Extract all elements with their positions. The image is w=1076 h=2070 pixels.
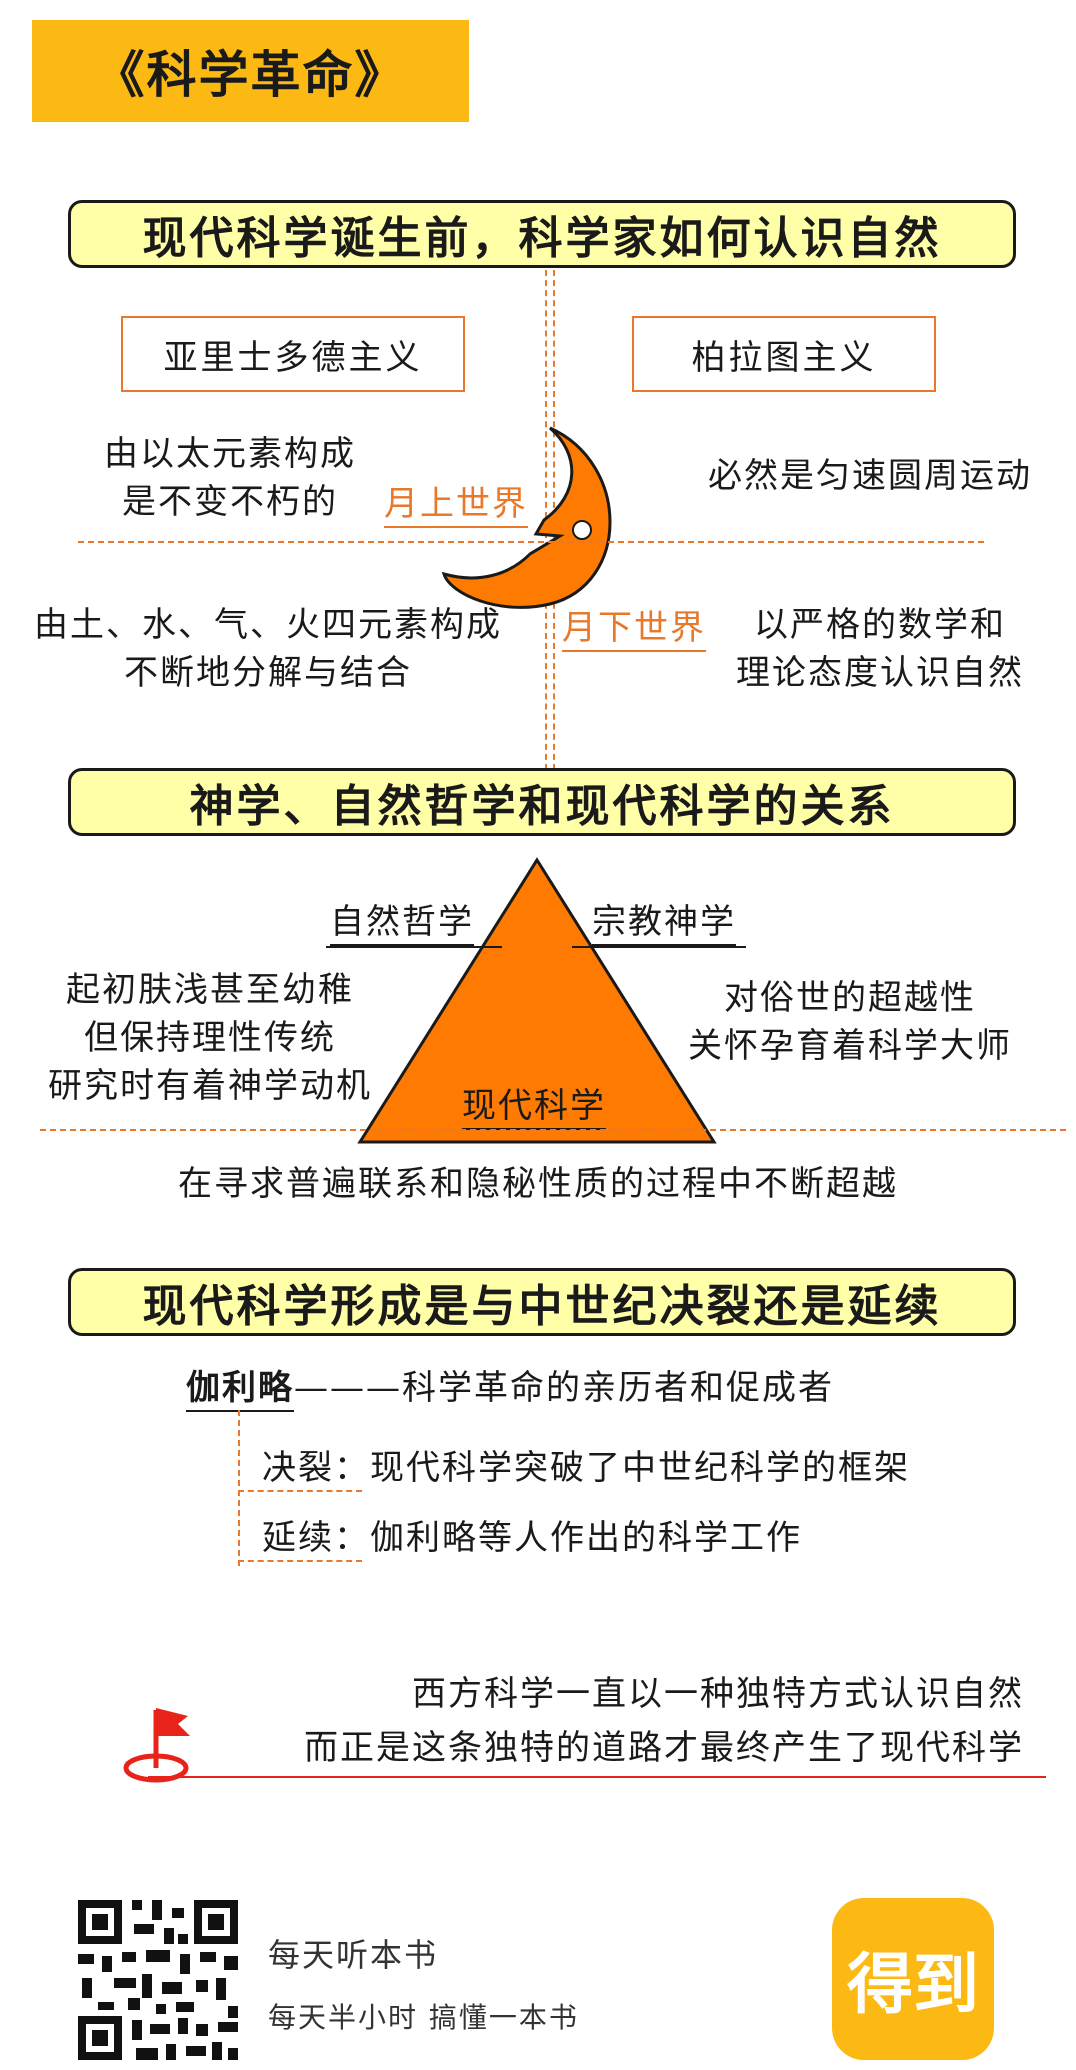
religious-theology-wrap: 宗教神学 (592, 898, 736, 946)
horizontal-divider-line-2 (40, 1129, 1066, 1131)
break-text: 现代科学突破了中世纪科学的框架 (370, 1448, 910, 1488)
lower-right-line-1: 以严格的数学和 (754, 605, 1006, 645)
conclusion-line-2: 而正是这条独特的道路才最终产生了现代科学 (304, 1728, 1024, 1768)
galileo-row: 伽利略———科学革命的亲历者和促成者 (186, 1364, 834, 1412)
religious-theology-underline-ext (572, 946, 746, 948)
continue-text: 伽利略等人作出的科学工作 (370, 1518, 802, 1558)
upper-left-line-1: 由以太元素构成 (104, 434, 356, 474)
triangle-icon (357, 857, 717, 1144)
right-desc-line-1: 对俗世的超越性 (724, 978, 976, 1018)
lower-world-label: 月下世界 (562, 608, 706, 652)
aristotelianism-label: 亚里士多德主义 (121, 316, 465, 392)
continue-label: 延续： (262, 1518, 370, 1558)
page-title: 《科学革命》 (32, 20, 469, 122)
break-row: 决裂：现代科学突破了中世纪科学的框架 (262, 1444, 910, 1492)
modern-science-label: 现代科学 (462, 1086, 606, 1130)
lower-right-line-2: 理论态度认识自然 (736, 653, 1024, 693)
footer-subslogan: 每天半小时 搞懂一本书 (268, 2001, 579, 2034)
conclusion-line-1: 西方科学一直以一种独特方式认识自然 (412, 1674, 1024, 1714)
upper-world-label: 月上世界 (384, 484, 528, 528)
crescent-moon-icon (441, 426, 612, 609)
transcendence-text: 在寻求普遍联系和隐秘性质的过程中不断超越 (178, 1164, 898, 1204)
break-branch-line (238, 1490, 362, 1492)
platonism-label: 柏拉图主义 (632, 316, 936, 392)
section-header-2: 神学、自然哲学和现代科学的关系 (68, 768, 1016, 836)
right-desc-line-2: 关怀孕育着科学大师 (688, 1026, 1012, 1066)
qr-code-icon (72, 1894, 244, 2066)
upper-world-wrap: 月上世界 (384, 480, 528, 528)
galileo-description: ———科学革命的亲历者和促成者 (294, 1368, 834, 1408)
horizontal-divider-line-1 (78, 541, 984, 543)
footer-slogan: 每天听本书 (268, 1936, 439, 1974)
galileo-branch-line (238, 1410, 240, 1566)
natural-philosophy-wrap: 自然哲学 (330, 898, 474, 946)
continue-branch-line (238, 1560, 362, 1562)
conclusion-underline (148, 1776, 1046, 1778)
lower-left-line-2: 不断地分解与结合 (124, 653, 412, 693)
left-desc-line-2: 但保持理性传统 (84, 1018, 336, 1058)
break-label: 决裂： (262, 1448, 370, 1488)
lower-world-wrap: 月下世界 (562, 604, 706, 652)
natural-philosophy-label: 自然哲学 (330, 902, 474, 946)
galileo-label: 伽利略 (186, 1368, 294, 1412)
modern-science-wrap: 现代科学 (462, 1082, 606, 1130)
left-desc-line-1: 起初肤浅甚至幼稚 (66, 970, 354, 1010)
left-desc-line-3: 研究时有着神学动机 (48, 1066, 372, 1106)
red-flag-icon (123, 1708, 190, 1783)
lower-left-line-1: 由土、水、气、火四元素构成 (34, 605, 502, 645)
natural-philosophy-underline-ext (326, 946, 502, 948)
section-header-3: 现代科学形成是与中世纪决裂还是延续 (68, 1268, 1016, 1336)
section-header-1: 现代科学诞生前，科学家如何认识自然 (68, 200, 1016, 268)
upper-right-text: 必然是匀速圆周运动 (708, 456, 1032, 496)
religious-theology-label: 宗教神学 (592, 902, 736, 946)
dedao-logo: 得到 (832, 1898, 994, 2060)
upper-left-line-2: 是不变不朽的 (122, 482, 338, 522)
continue-row: 延续：伽利略等人作出的科学工作 (262, 1514, 802, 1562)
